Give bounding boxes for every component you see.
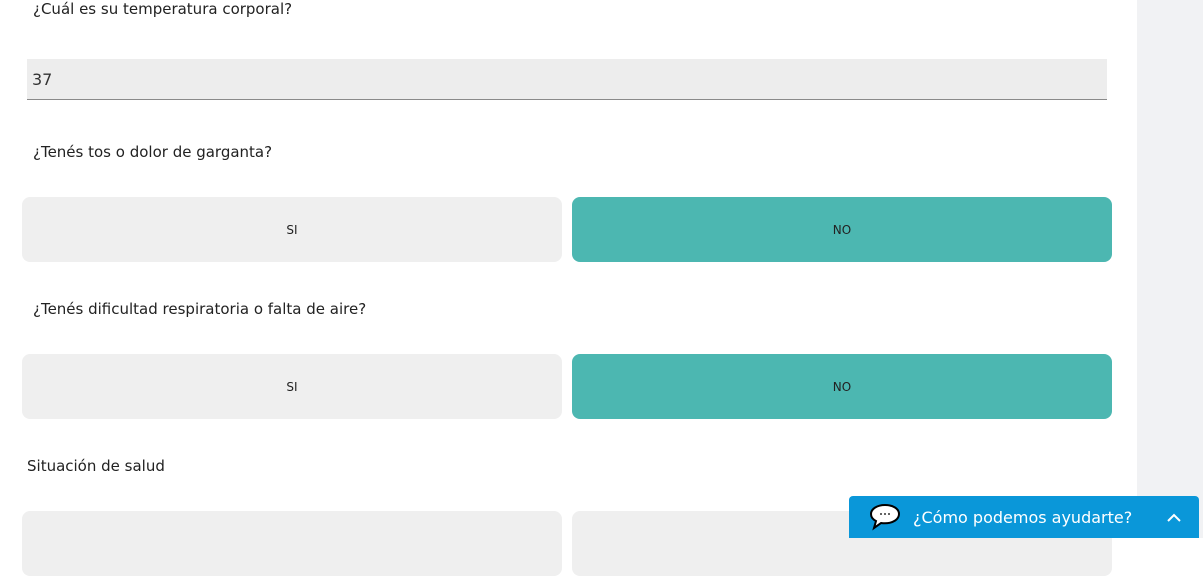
temperature-input[interactable] — [27, 59, 1107, 100]
chat-label: ¿Cómo podemos ayudarte? — [913, 507, 1133, 527]
chevron-up-icon[interactable] — [1167, 508, 1181, 527]
temperature-label: ¿Cuál es su temperatura corporal? — [33, 0, 293, 18]
cough-label: ¿Tenés tos o dolor de garganta? — [33, 143, 273, 161]
chat-widget[interactable]: ¿Cómo podemos ayudarte? — [849, 496, 1199, 538]
cough-si-button[interactable]: SI — [22, 197, 562, 262]
breathing-no-button[interactable]: NO — [572, 354, 1112, 419]
health-status-label: Situación de salud — [27, 457, 165, 475]
breathing-label: ¿Tenés dificultad respiratoria o falta d… — [33, 300, 367, 318]
speech-bubble-icon — [869, 503, 901, 531]
cough-no-button[interactable]: NO — [572, 197, 1112, 262]
breathing-si-button[interactable]: SI — [22, 354, 562, 419]
right-gutter — [1137, 0, 1203, 538]
health-option-1-button[interactable] — [22, 511, 562, 576]
